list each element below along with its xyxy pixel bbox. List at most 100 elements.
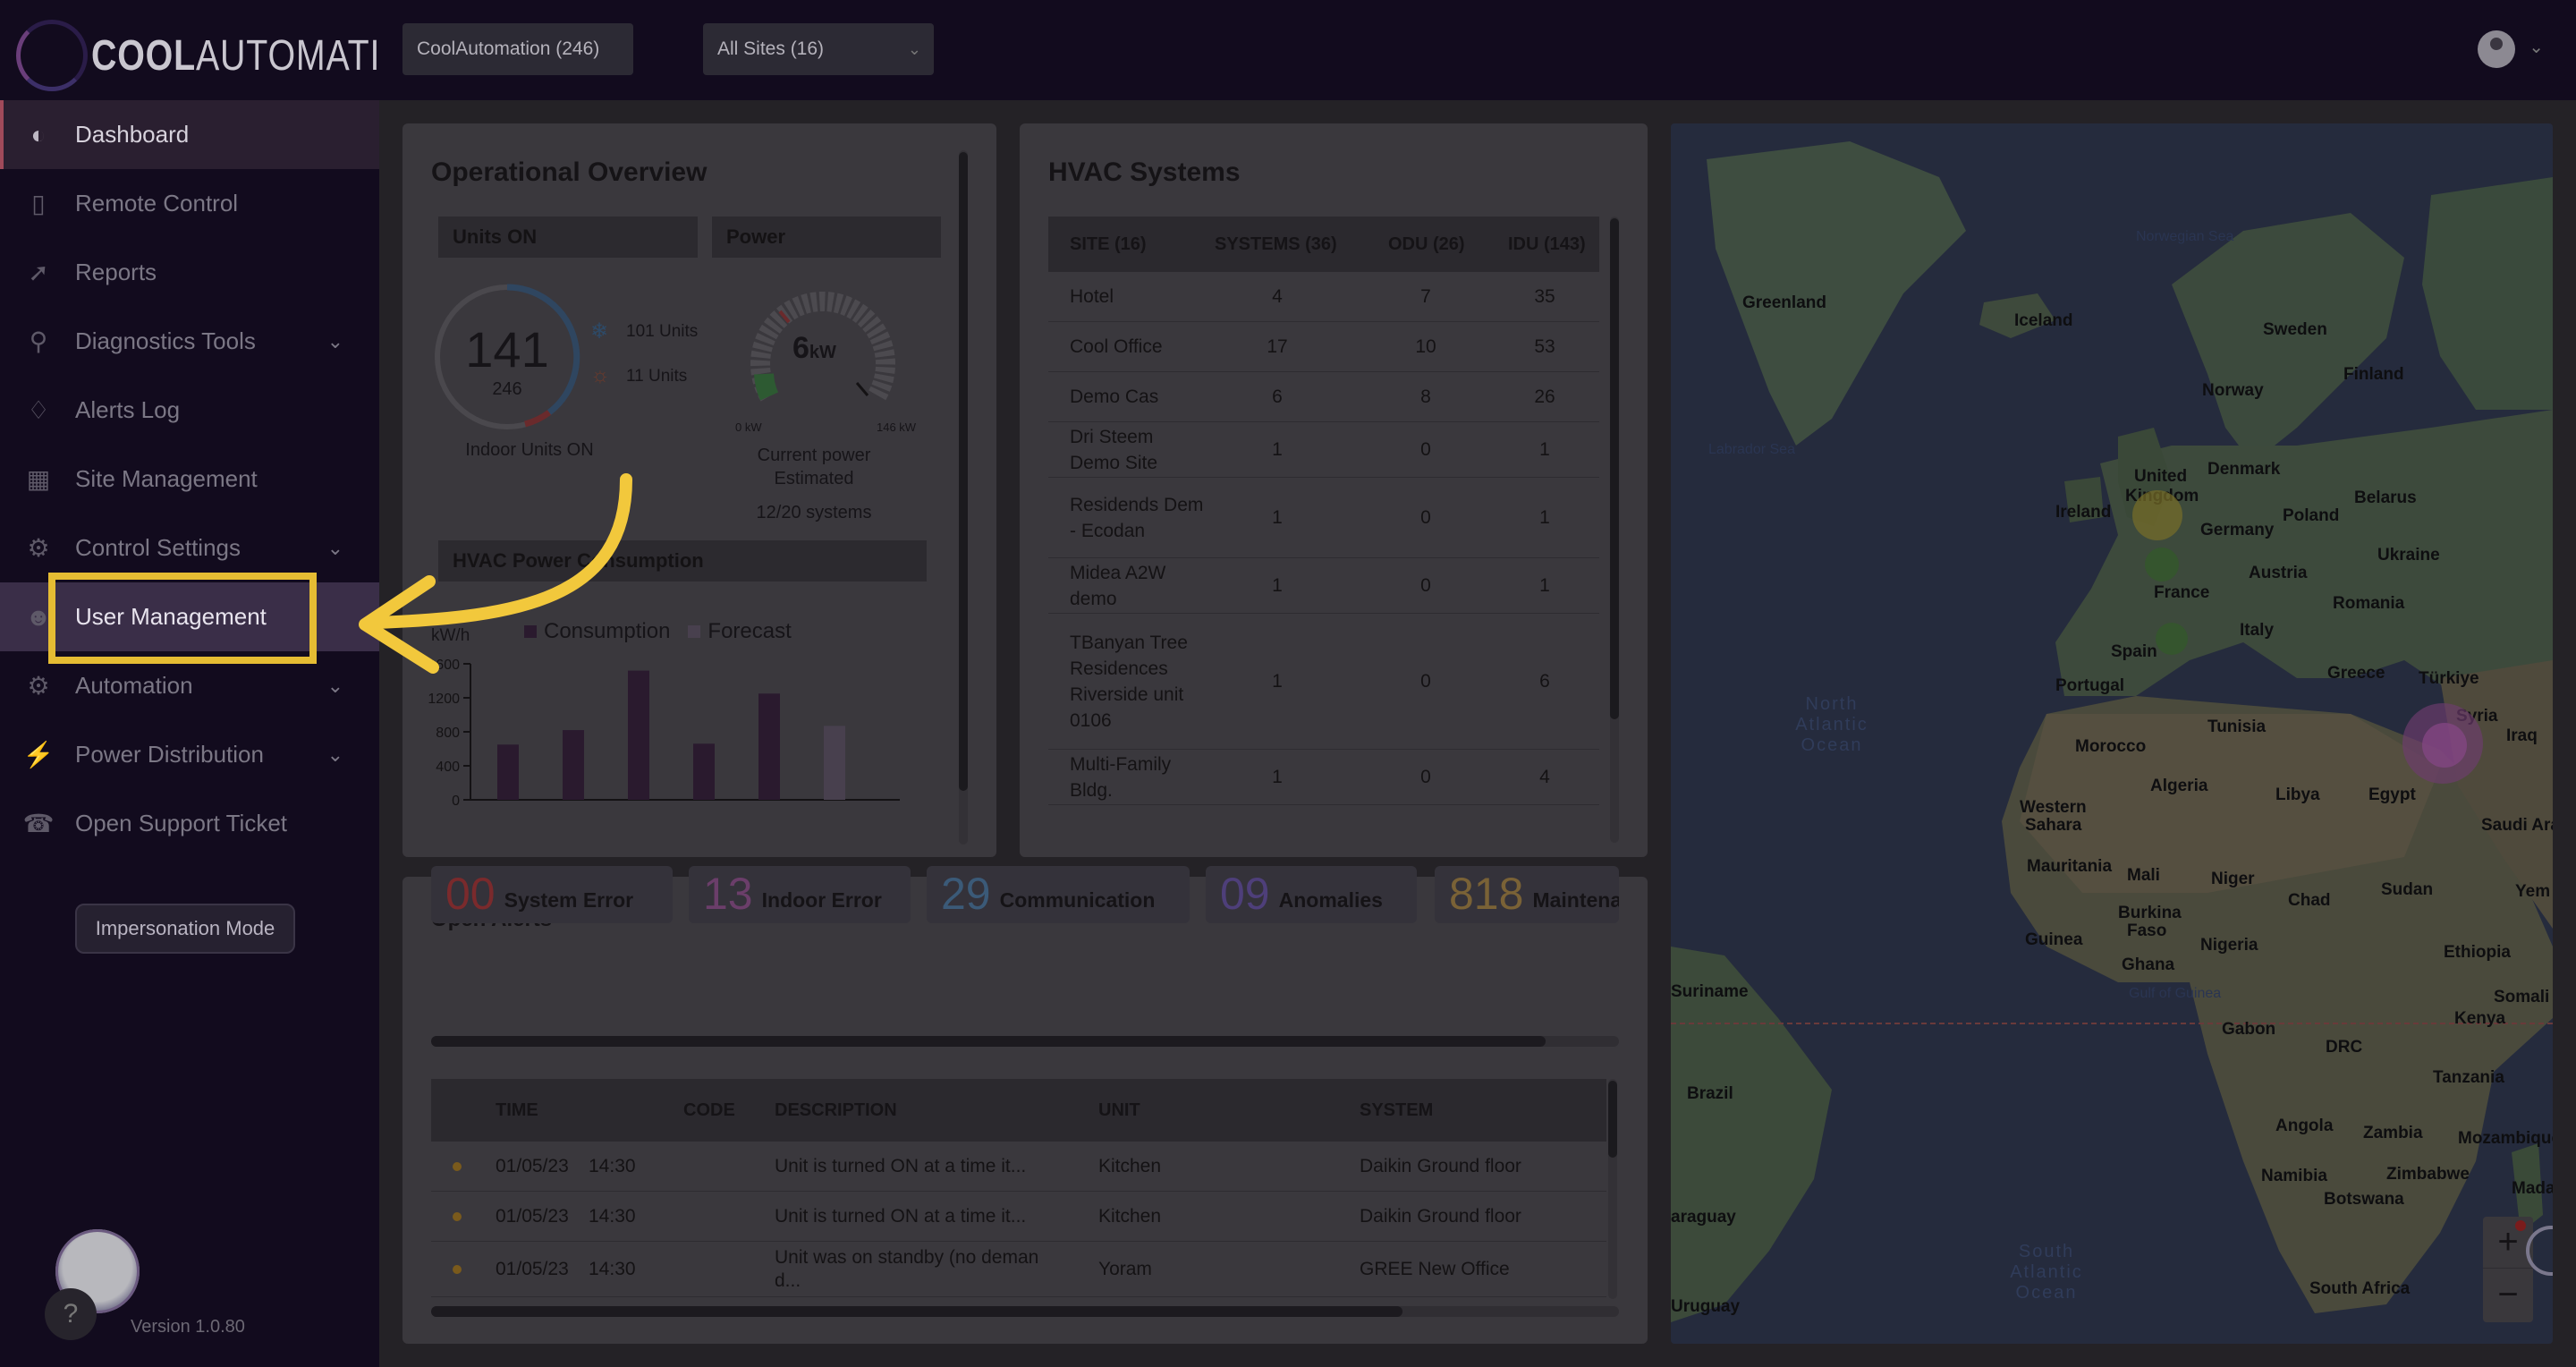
- alert-summary-maintenar[interactable]: 818 Maintenar: [1435, 866, 1619, 923]
- map-land: [1671, 141, 2553, 1322]
- table-row[interactable]: TBanyan Tree Residences Riverside unit 0…: [1048, 614, 1599, 750]
- site-select[interactable]: All Sites (16) ⌄: [703, 23, 934, 75]
- operational-overview-card: Operational Overview Units ON Power 141 …: [402, 123, 996, 857]
- cell-system: Daikin Ground floor: [1360, 1155, 1521, 1176]
- hvac-systems-card: HVAC Systems SITE (16) SYSTEMS (36) ODU …: [1020, 123, 1648, 857]
- cell-odu: 10: [1415, 336, 1436, 357]
- y-tick-label: 0: [452, 794, 460, 809]
- col-code[interactable]: CODE: [683, 1100, 735, 1120]
- map-label: Botswana: [2324, 1190, 2404, 1209]
- map-label: Zambia: [2363, 1124, 2423, 1142]
- alert-count: 818: [1449, 869, 1524, 919]
- table-row[interactable]: Hotel 4 7 35: [1048, 272, 1599, 322]
- map-label: Brazil: [1687, 1084, 1733, 1103]
- map-label: Romania: [2333, 594, 2405, 613]
- cell-system: GREE New Office: [1360, 1258, 1510, 1279]
- site-cluster-marker[interactable]: [2156, 623, 2188, 655]
- sites-map[interactable]: Greenland Iceland Sweden Finland Norway Unite…: [1671, 123, 2553, 1344]
- map-label: Faso: [2127, 921, 2167, 940]
- alert-count: 00: [445, 869, 496, 919]
- scrollbar-thumb[interactable]: [1610, 218, 1619, 719]
- cell-unit: Yoram: [1098, 1258, 1152, 1279]
- col-idu[interactable]: IDU (143): [1508, 233, 1586, 254]
- site-cluster-marker[interactable]: [2132, 490, 2182, 540]
- map-label: Zimbabwe: [2386, 1165, 2470, 1184]
- cool-units: 101 Units: [626, 322, 699, 341]
- map-label: araguay: [1671, 1208, 1736, 1227]
- alert-summary-communication[interactable]: 29 Communication: [927, 866, 1190, 923]
- sidebar-item-remote-control[interactable]: ▯ Remote Control: [0, 169, 379, 238]
- chart-unit-label: kW/h: [431, 626, 470, 645]
- support-icon: ☎: [22, 810, 55, 837]
- col-odu[interactable]: ODU (26): [1388, 233, 1465, 254]
- table-row[interactable]: 01/05/23 14:30 Unit was on standby (no dem…: [431, 1242, 1606, 1297]
- table-row[interactable]: Residends Dem - Ecodan 1 0 1: [1048, 478, 1599, 558]
- alerts-table-scrollbar-thumb[interactable]: [431, 1306, 1402, 1317]
- severity-dot: [453, 1265, 462, 1274]
- col-systems[interactable]: SYSTEMS (36): [1215, 233, 1337, 254]
- site-cluster-marker[interactable]: [2145, 548, 2179, 582]
- table-row[interactable]: 01/05/23 14:30 Unit is turned ON at a time…: [431, 1142, 1606, 1192]
- power-header: Power: [712, 217, 941, 258]
- site-cluster-marker[interactable]: [2422, 723, 2467, 768]
- version-label: Version 1.0.80: [131, 1317, 245, 1337]
- sidebar-item-automation[interactable]: ⚙ Automation ⌄: [0, 651, 379, 720]
- col-system[interactable]: SYSTEM: [1360, 1100, 1434, 1120]
- cell-odu: 0: [1420, 439, 1431, 460]
- sidebar: COOLAUTOMATION ◐ Dashboard ▯ Remote Cont…: [0, 0, 434, 1367]
- table-row[interactable]: 01/05/23 14:30 Unit is turned ON at a time…: [431, 1192, 1606, 1242]
- table-row[interactable]: Cool Office 17 10 53: [1048, 322, 1599, 372]
- sidebar-item-open-support-ticket[interactable]: ☎ Open Support Ticket: [0, 789, 379, 858]
- chevron-down-icon: ⌄: [326, 329, 343, 352]
- sidebar-item-label: Dashboard: [75, 121, 190, 148]
- help-button[interactable]: ?: [45, 1288, 97, 1340]
- table-row[interactable]: Midea A2W demo 1 0 1: [1048, 558, 1599, 614]
- table-row[interactable]: Demo Cas 6 8 26: [1048, 372, 1599, 422]
- cell-code: [683, 1192, 764, 1241]
- sidebar-item-reports[interactable]: ➚ Reports: [0, 238, 379, 307]
- col-description[interactable]: DESCRIPTION: [775, 1100, 897, 1120]
- sidebar-item-diagnostics-tools[interactable]: ⚲ Diagnostics Tools ⌄: [0, 307, 379, 376]
- map-label: Morocco: [2075, 737, 2147, 756]
- user-account-icon[interactable]: [2478, 30, 2515, 68]
- alerts-summary-scrollbar-thumb[interactable]: [431, 1036, 1546, 1047]
- alert-summary-indoor-error[interactable]: 13 Indoor Error: [689, 866, 911, 923]
- sidebar-item-control-settings[interactable]: ⚙ Control Settings ⌄: [0, 514, 379, 582]
- card-title: Operational Overview: [431, 157, 708, 187]
- chart-legend: Consumption Forecast: [524, 619, 792, 644]
- chevron-down-icon: ⌄: [326, 536, 343, 559]
- zoom-out-button[interactable]: −: [2497, 1274, 2519, 1314]
- alert-count: 13: [703, 869, 753, 919]
- cell-site: Cool Office: [1070, 336, 1163, 357]
- impersonation-mode-button[interactable]: Impersonation Mode: [75, 904, 295, 954]
- table-row[interactable]: Multi-Family Bldg. 1 0 4: [1048, 750, 1599, 805]
- col-unit[interactable]: UNIT: [1098, 1100, 1140, 1120]
- alert-summary-anomalies[interactable]: 09 Anomalies: [1206, 866, 1417, 923]
- sidebar-item-site-management[interactable]: ▦ Site Management: [0, 445, 379, 514]
- table-row[interactable]: Dri Steem Demo Site 1 0 1: [1048, 422, 1599, 478]
- map-label: Germany: [2200, 521, 2275, 539]
- col-time[interactable]: TIME: [496, 1100, 538, 1120]
- cell-desc: Unit is turned ON at a time it...: [775, 1155, 1027, 1176]
- sidebar-item-power-distribution[interactable]: ⚡ Power Distribution ⌄: [0, 720, 379, 789]
- legend-swatch-consumption: [524, 625, 537, 638]
- scrollbar-thumb[interactable]: [959, 152, 968, 791]
- annotation-arrow: [359, 473, 632, 674]
- sidebar-item-alerts-log[interactable]: ♢ Alerts Log: [0, 376, 379, 445]
- reports-icon: ➚: [28, 259, 49, 286]
- map-label: Niger: [2211, 870, 2255, 888]
- customer-select[interactable]: CoolAutomation (246): [402, 23, 633, 75]
- alert-summary-system-error[interactable]: 00 System Error: [431, 866, 673, 923]
- cell-idu: 26: [1534, 386, 1555, 407]
- cell-site: TBanyan Tree Residences Riverside unit 0…: [1070, 632, 1188, 731]
- col-site[interactable]: SITE (16): [1070, 233, 1147, 254]
- scrollbar-thumb[interactable]: [1608, 1081, 1617, 1158]
- chevron-down-icon[interactable]: ⌄: [2529, 38, 2544, 57]
- sidebar-item-dashboard[interactable]: ◐ Dashboard: [0, 100, 379, 169]
- map-label: Gabon: [2222, 1020, 2276, 1039]
- legend-forecast: Forecast: [708, 619, 792, 643]
- map-label: Yem: [2515, 882, 2551, 901]
- zoom-in-button[interactable]: +: [2483, 1217, 2533, 1269]
- customer-select-value: CoolAutomation (246): [417, 38, 600, 59]
- map-label: Somali: [2494, 988, 2550, 1006]
